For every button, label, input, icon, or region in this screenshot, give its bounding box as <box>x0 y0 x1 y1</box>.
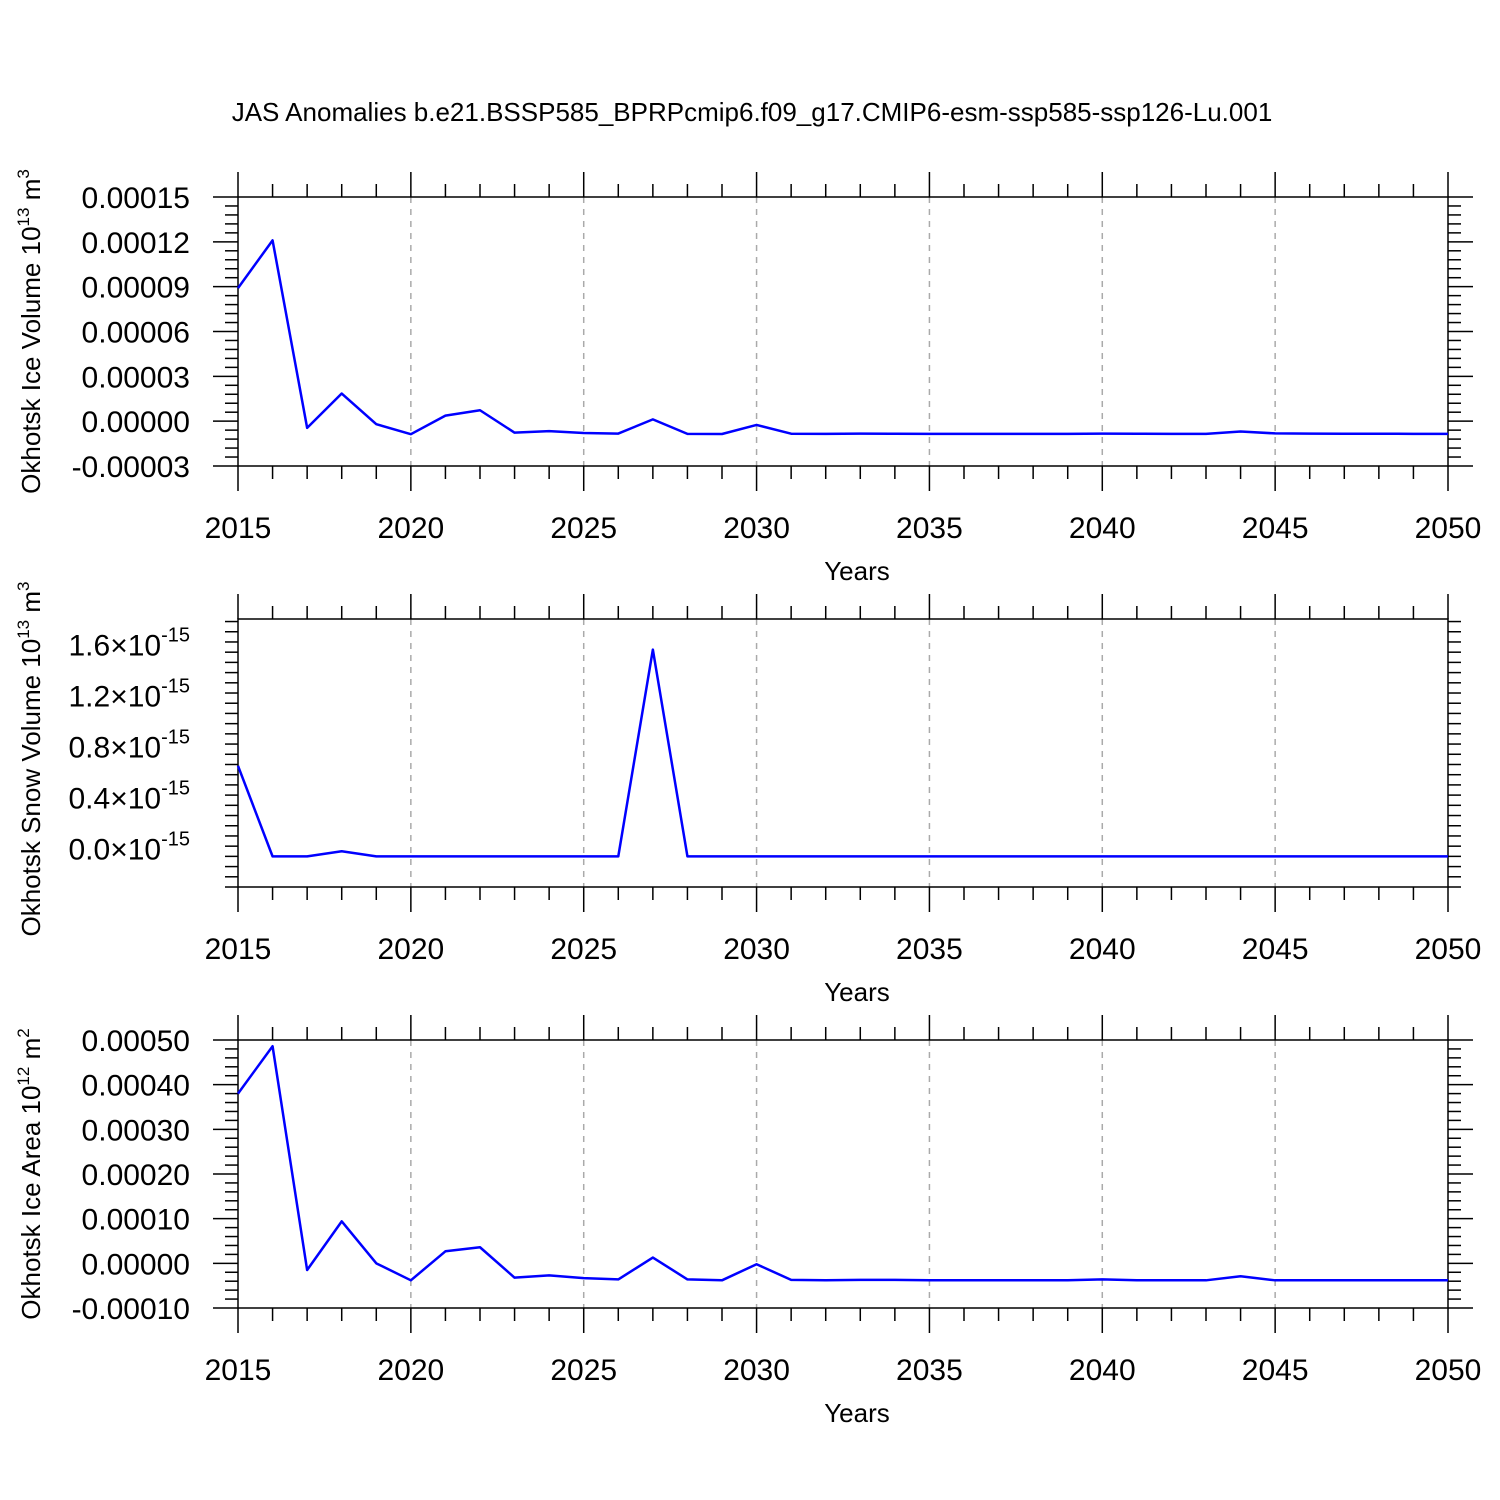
x-tick-label: 2025 <box>550 1354 617 1387</box>
x-axis-label: Years <box>824 1398 890 1428</box>
y-tick-label: 0.00009 <box>82 272 190 305</box>
x-axis-label: Years <box>824 977 890 1007</box>
x-tick-label: 2045 <box>1242 512 1309 545</box>
series-line <box>236 648 1448 858</box>
y-axis-label: Okhotsk Snow Volume 1013 m3 <box>14 582 46 937</box>
y-tick-label: 1.2×10-15 <box>69 676 191 714</box>
y-tick-label: 0.00030 <box>82 1114 190 1147</box>
y-tick-label: 0.4×10-15 <box>69 778 191 816</box>
x-tick-label: 2020 <box>377 512 444 545</box>
series-line <box>236 239 1448 436</box>
y-axis-label: Okhotsk Ice Area 1012 m2 <box>14 1028 46 1319</box>
series-line <box>236 1045 1448 1282</box>
y-tick-label: 0.00000 <box>82 1248 190 1281</box>
y-tick-label: 0.0×10-15 <box>69 829 191 867</box>
x-tick-label: 2040 <box>1069 512 1136 545</box>
x-tick-label: 2020 <box>377 1354 444 1387</box>
x-tick-label: 2025 <box>550 933 617 966</box>
x-tick-label: 2035 <box>896 1354 963 1387</box>
x-tick-label: 2040 <box>1069 933 1136 966</box>
y-tick-label: 0.00006 <box>82 317 190 350</box>
y-tick-label: 0.00003 <box>82 361 190 394</box>
x-tick-label: 2050 <box>1415 1354 1482 1387</box>
x-tick-label: 2015 <box>205 933 272 966</box>
x-tick-label: 2015 <box>205 1354 272 1387</box>
y-tick-label: 0.00012 <box>82 227 190 260</box>
x-tick-label: 2015 <box>205 512 272 545</box>
figure-title: JAS Anomalies b.e21.BSSP585_BPRPcmip6.f0… <box>232 97 1273 127</box>
y-tick-label: 0.00010 <box>82 1204 190 1237</box>
plot-frame <box>237 618 1449 888</box>
x-tick-label: 2030 <box>723 1354 790 1387</box>
x-tick-label: 2035 <box>896 512 963 545</box>
y-tick-label: 0.00000 <box>82 406 190 439</box>
panel-3: 2015 2020 2025 2030 2035 2040 2045 2050 0.00050 0… <box>14 1015 1481 1428</box>
y-tick-label: -0.00010 <box>72 1293 190 1326</box>
y-tick-label: 1.6×10-15 <box>69 625 191 663</box>
y-tick-label: -0.00003 <box>72 451 190 484</box>
y-tick-label: 0.00020 <box>82 1159 190 1192</box>
x-tick-label: 2050 <box>1415 512 1482 545</box>
x-tick-label: 2025 <box>550 512 617 545</box>
x-tick-label: 2045 <box>1242 933 1309 966</box>
x-tick-label: 2030 <box>723 512 790 545</box>
x-tick-label: 2040 <box>1069 1354 1136 1387</box>
y-tick-label: 0.8×10-15 <box>69 727 191 765</box>
y-tick-label: 0.00040 <box>82 1070 190 1103</box>
x-tick-label: 2045 <box>1242 1354 1309 1387</box>
panel-2: 2015 2020 2025 2030 2035 2040 2045 2050 1.6×10-1… <box>14 582 1481 1008</box>
y-tick-label: 0.00050 <box>82 1025 190 1058</box>
x-tick-label: 2030 <box>723 933 790 966</box>
y-axis-label: Okhotsk Ice Volume 1013 m3 <box>14 169 46 494</box>
x-tick-label: 2020 <box>377 933 444 966</box>
y-tick-label: 0.00015 <box>82 182 190 215</box>
x-tick-label: 2035 <box>896 933 963 966</box>
x-axis-label: Years <box>824 556 890 586</box>
panel-1: 2015 2020 2025 2030 2035 2040 2045 2050 0.00015 0… <box>14 169 1481 586</box>
x-tick-label: 2050 <box>1415 933 1482 966</box>
